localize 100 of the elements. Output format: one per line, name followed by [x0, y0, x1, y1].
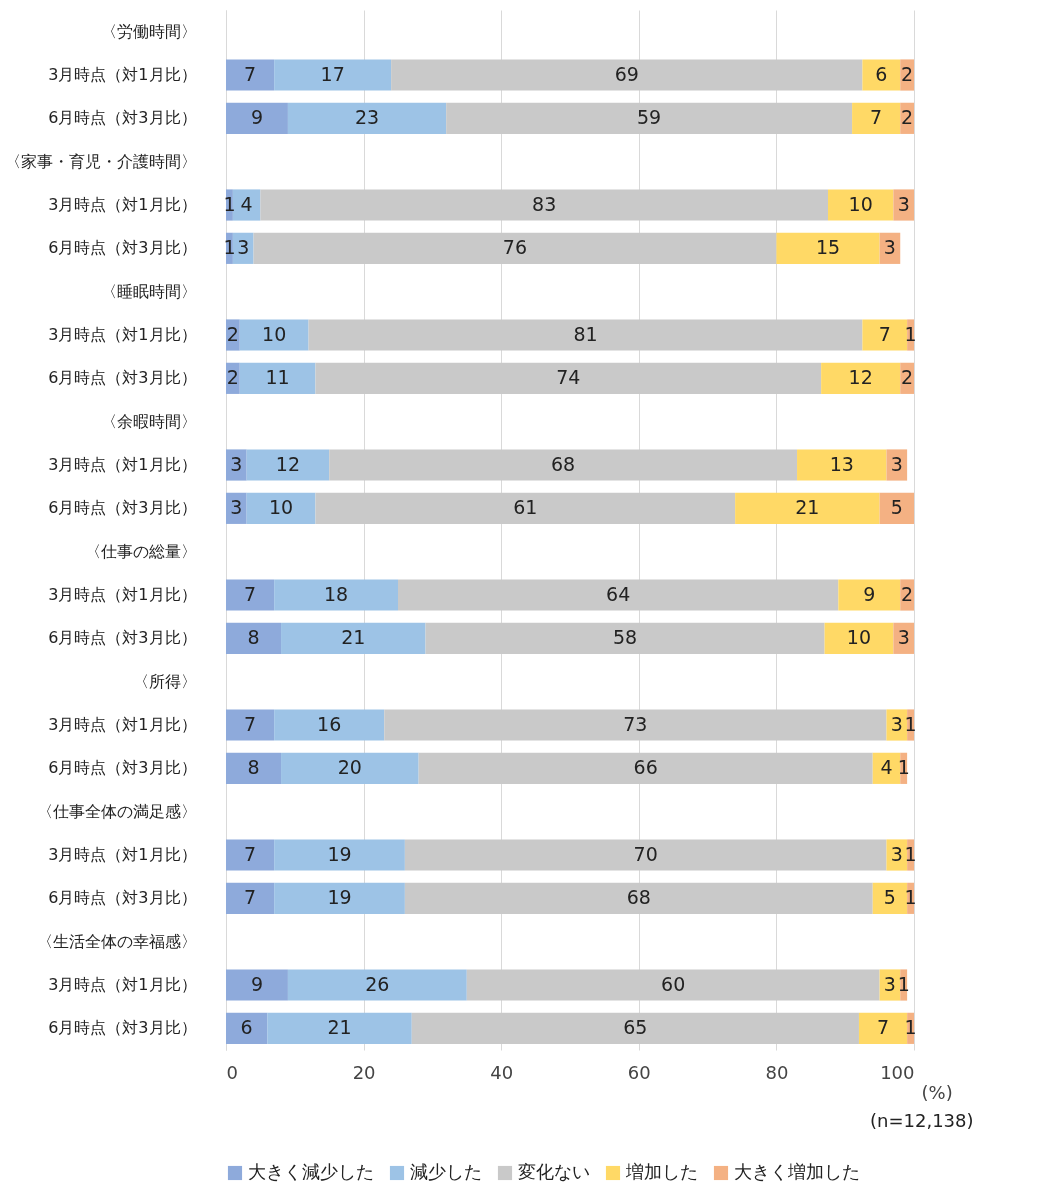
data-label: 21 [327, 1016, 352, 1039]
data-label: 9 [863, 583, 876, 605]
legend-label: 大きく増加した [734, 1161, 860, 1182]
x-tick-label: 20 [352, 1061, 376, 1083]
y-tick-label: 6月時点（対3月比） [48, 628, 197, 648]
data-label: 8 [247, 626, 260, 649]
x-tick-label: 60 [627, 1061, 651, 1083]
data-label: 10 [848, 193, 873, 215]
data-label: 9 [250, 973, 264, 995]
data-label: 1 [904, 843, 917, 865]
data-label: 60 [661, 973, 686, 995]
data-label: 6 [240, 1016, 253, 1039]
y-tick-label: 3月時点（対1月比） [48, 325, 197, 344]
y-tick-label: 〈余暇時間〉 [100, 411, 197, 431]
text: (n=12,138) [870, 1110, 974, 1131]
data-label: 76 [502, 236, 528, 259]
data-label: 2 [226, 366, 239, 389]
x-axis-title: (%) [921, 1081, 953, 1103]
data-label: 64 [606, 583, 631, 605]
legend-label: 増加した [625, 1161, 698, 1182]
y-tick-label: 3月時点（対1月比） [48, 65, 197, 84]
data-label: 74 [556, 366, 581, 389]
data-label: 15 [815, 236, 841, 259]
x-tick-label: 40 [490, 1061, 514, 1083]
data-label: 11 [265, 366, 290, 389]
data-label: 7 [876, 1016, 890, 1039]
data-label: 3 [890, 453, 903, 475]
data-label: 2 [901, 63, 914, 85]
y-tick-label: 〈労働時間〉 [100, 21, 197, 41]
data-label: 1 [904, 323, 917, 345]
data-label: 10 [268, 496, 294, 519]
x-tick-label: 100 [880, 1061, 915, 1083]
legend-label: 大きく減少した [248, 1161, 374, 1182]
data-label: 3 [890, 713, 903, 735]
data-label: 7 [878, 323, 891, 345]
data-label: 1 [897, 756, 910, 779]
y-tick-label: 6月時点（対3月比） [48, 108, 197, 128]
y-tick-label: 〈仕事全体の満足感〉 [36, 801, 197, 821]
y-tick-label: 6月時点（対3月比） [48, 498, 197, 518]
y-tick-label: 〈所得〉 [132, 671, 197, 691]
data-label: 7 [244, 886, 257, 909]
y-tick-label: 〈睡眠時間〉 [100, 281, 197, 301]
data-label: 70 [633, 843, 658, 865]
data-label: 4 [880, 756, 893, 779]
data-label: 19 [327, 843, 352, 865]
data-label: 18 [323, 583, 349, 605]
legend-label: 変化ない [518, 1161, 590, 1182]
data-label: 9 [250, 106, 264, 129]
y-tick-label: 3月時点（対1月比） [48, 195, 197, 214]
y-tick-label: 6月時点（対3月比） [48, 888, 197, 908]
data-label: 12 [275, 453, 301, 475]
data-label: 8 [247, 756, 260, 779]
y-tick-label: 3月時点（対1月比） [48, 715, 197, 734]
data-label: 83 [532, 193, 557, 215]
data-label: 3 [230, 496, 243, 519]
data-label: 10 [846, 626, 872, 649]
y-tick-label: 〈生活全体の幸福感〉 [36, 931, 197, 951]
data-label: 3 [883, 236, 896, 259]
x-tick-label: 0 [226, 1061, 238, 1083]
y-tick-label: 3月時点（対1月比） [48, 585, 197, 604]
data-label: 2 [901, 106, 914, 129]
data-label: 7 [244, 713, 257, 735]
data-label: 61 [513, 496, 538, 519]
y-tick-label: 〈仕事の総量〉 [84, 541, 197, 561]
y-tick-label: 6月時点（対3月比） [48, 758, 197, 778]
data-label: 1 [904, 886, 917, 909]
data-label: 21 [341, 626, 366, 649]
data-label: 59 [637, 106, 662, 129]
x-tick-label: 80 [765, 1061, 789, 1083]
data-label: 68 [626, 886, 651, 909]
data-label: 7 [870, 106, 883, 129]
data-label: 4 [240, 193, 253, 215]
data-label: 69 [614, 63, 639, 85]
data-label: 66 [633, 756, 658, 779]
data-label: 2 [901, 583, 914, 605]
y-tick-label: 6月時点（対3月比） [48, 1018, 197, 1038]
data-label: 3 [883, 973, 896, 995]
data-label: 2 [901, 366, 914, 389]
data-label: 16 [317, 713, 342, 735]
data-label: 13 [829, 453, 854, 475]
y-tick-label: 3月時点（対1月比） [48, 845, 197, 864]
data-label: 20 [337, 756, 362, 779]
data-label: 10 [262, 323, 287, 345]
data-label: 3 [237, 236, 250, 259]
data-label: 73 [623, 713, 648, 735]
data-label: 1 [904, 1016, 917, 1039]
data-label: 65 [623, 1016, 648, 1039]
data-label: 3 [897, 193, 910, 215]
data-label: 17 [320, 63, 345, 85]
data-label: 1 [904, 713, 917, 735]
data-label: 21 [795, 496, 820, 519]
data-label: 7 [244, 63, 257, 85]
y-tick-label: 〈家事・育児・介護時間〉 [4, 151, 197, 171]
data-label: 3 [890, 843, 903, 865]
y-tick-label: 3月時点（対1月比） [48, 455, 197, 474]
data-label: 5 [883, 886, 896, 909]
y-tick-label: 6月時点（対3月比） [48, 238, 197, 258]
data-label: 26 [365, 973, 390, 995]
y-tick-label: 6月時点（対3月比） [48, 368, 197, 388]
data-label: 19 [327, 886, 352, 909]
